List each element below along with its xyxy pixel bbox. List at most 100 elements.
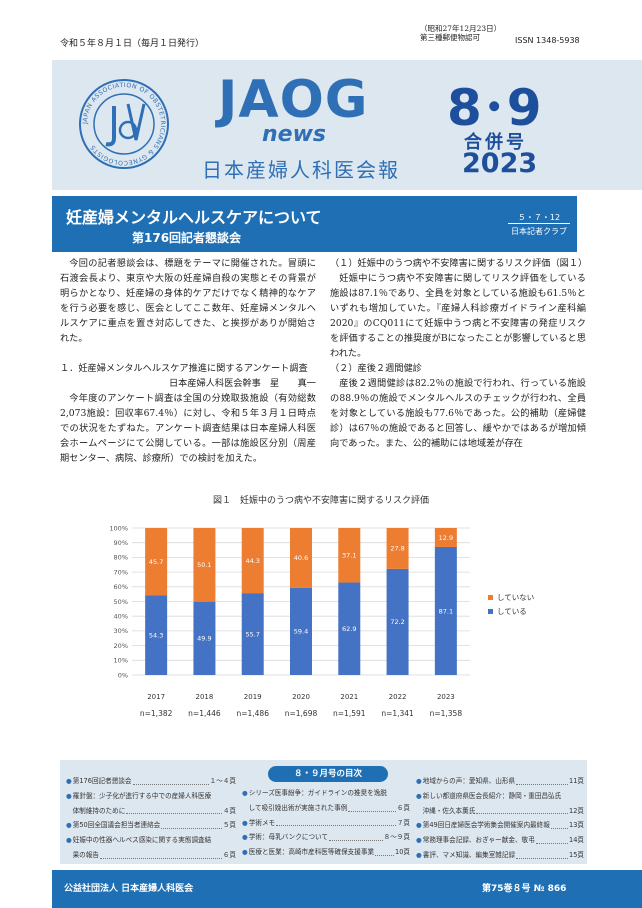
- data-label: 54.3: [149, 631, 163, 639]
- toc-item-page: 11頁: [569, 777, 584, 785]
- subsection-paragraph-1: 妊娠中にうつ病や不安障害に関してリスク評価をしている施設は87.1％であり、全員…: [330, 273, 586, 359]
- toc-item: ● 第50回全国議会担当者連絡会 ５頁: [66, 818, 236, 833]
- article-title: 妊産婦メンタルヘルスケアについて: [66, 208, 322, 227]
- data-label: 50.1: [197, 561, 211, 569]
- toc-item-title: して吸引娩出術が実施された事例: [242, 803, 348, 812]
- toc-item-title: 第49回日産婦医会学術集会開催案内最終報: [422, 821, 550, 830]
- bar-segment: [434, 546, 457, 675]
- subsection-heading-1: （１）妊娠中のうつ病や不安障害に関するリスク評価（図１）: [330, 258, 588, 269]
- x-tick-label: 2019: [244, 693, 262, 701]
- bar-segment: [145, 595, 168, 675]
- bar-segment: [338, 528, 361, 583]
- toc-leader-dots: [132, 774, 209, 785]
- figure-caption: 図１ 妊娠中のうつ病や不安障害に関するリスク評価: [212, 496, 429, 506]
- n-label: n=1,698: [285, 709, 318, 718]
- toc-item: ● 第176回記者懇談会 １～４頁: [66, 774, 236, 789]
- logo-jaog: JAOG: [218, 70, 369, 130]
- toc-leader-dots: [535, 833, 569, 844]
- y-tick-label: 20%: [114, 642, 128, 650]
- n-label: n=1,358: [430, 709, 463, 718]
- n-label: n=1,382: [140, 709, 173, 718]
- toc-item-page: ８～９頁: [383, 833, 410, 842]
- subsection-heading-2: （２）産後２週間健診: [330, 363, 422, 374]
- x-tick-label: 2017: [147, 693, 165, 701]
- toc-item-title: 医療と医業：高崎市産科医等確保支援事業: [248, 848, 375, 857]
- toc-item-title: 沖縄・佐久本薫氏: [416, 806, 476, 815]
- n-label: n=1,446: [188, 709, 221, 718]
- toc-leader-dots: [516, 848, 569, 859]
- toc-item: 沖縄・佐久本薫氏 12頁: [416, 804, 584, 819]
- toc-column-1: ● 第176回記者懇談会 １～４頁 ● 羅針盤：少子化が進行する中での産婦人科医療 体制…: [66, 774, 236, 863]
- bar-segment: [386, 528, 409, 569]
- toc-item-page: 12頁: [569, 806, 584, 815]
- toc-bullet-icon: ●: [66, 777, 72, 785]
- toc-bullet-icon: ●: [242, 818, 248, 827]
- data-label: 12.9: [439, 534, 453, 542]
- legend-swatch: [488, 609, 493, 614]
- y-tick-label: 10%: [114, 657, 128, 665]
- section-heading: １．妊産婦メンタルヘルスケア推進に関するアンケート調査: [60, 363, 308, 374]
- toc-item-page: ４頁: [222, 806, 236, 815]
- data-label: 87.1: [439, 607, 453, 615]
- toc-item: ● 学術メモ ７頁: [242, 816, 410, 831]
- issue-year: 2023: [462, 148, 538, 179]
- toc-item-title: 羅針盤：少子化が進行する中での産婦人科医療: [72, 791, 212, 800]
- article-title-band: 妊産婦メンタルヘルスケアについて 第176回記者懇談会 ５・７・12 日本記者ク…: [52, 196, 577, 252]
- toc-bullet-icon: ●: [416, 791, 422, 800]
- intro-paragraph: 今回の記者懇談会は、標題をテーマに開催された。冒頭に石渡会長より、東京や大阪の妊…: [60, 258, 316, 344]
- data-label: 37.1: [342, 552, 356, 560]
- toc-item-page: 13頁: [569, 821, 584, 830]
- toc-title: ８・９月号の目次: [268, 766, 388, 782]
- toc-item: ● 妊娠中の性器ヘルペス感染に関する実態調査結: [66, 833, 236, 848]
- toc-item: 果の報告 ６頁: [66, 848, 236, 863]
- toc-item-title: 学術：母乳バンクについて: [248, 833, 329, 842]
- toc-bullet-icon: ●: [242, 848, 248, 857]
- toc-item-page: １～４頁: [209, 777, 236, 785]
- meeting-date-tag: ５・７・12 日本記者クラブ: [508, 212, 570, 237]
- toc-leader-dots: [126, 804, 222, 815]
- toc-item-page: 10頁: [395, 848, 410, 857]
- bar-segment: [386, 568, 409, 675]
- toc-item-page: ５頁: [222, 821, 236, 830]
- legend-label: している: [497, 607, 527, 616]
- toc-bullet-icon: ●: [416, 821, 422, 830]
- data-label: 72.2: [390, 618, 404, 626]
- issn: ISSN 1348-5938: [515, 36, 580, 45]
- issue-number: 8･9: [447, 79, 542, 137]
- toc-item-title: 第176回記者懇談会: [72, 777, 132, 785]
- toc-bullet-icon: ●: [242, 789, 248, 797]
- toc-item-title: シリーズ医事紛争：ガイドラインの推奨を逸脱: [248, 789, 387, 797]
- toc-leader-dots: [348, 801, 396, 812]
- toc-item: ● 羅針盤：少子化が進行する中での産婦人科医療: [66, 789, 236, 804]
- bar-segment: [241, 593, 264, 675]
- toc-item: ● 地域からの声：愛知県、山形県 11頁: [416, 774, 584, 789]
- toc-item-title: 体制維持のために: [66, 806, 126, 815]
- n-label: n=1,341: [381, 709, 414, 718]
- n-label: n=1,486: [236, 709, 269, 718]
- bar-segment: [338, 582, 361, 675]
- data-label: 27.8: [390, 545, 404, 553]
- toc-leader-dots: [161, 818, 222, 830]
- toc-bullet-icon: ●: [242, 833, 248, 842]
- toc-bullet-icon: ●: [66, 836, 72, 845]
- data-label: 44.3: [245, 557, 259, 565]
- bar-segment: [241, 528, 264, 594]
- data-label: 45.7: [149, 558, 163, 566]
- toc-item: ● 常務理事会記録、おぎゃー献金、敬弔 14頁: [416, 833, 584, 848]
- article-subtitle: 第176回記者懇談会: [132, 231, 242, 245]
- bar-segment: [145, 528, 168, 596]
- footer-band: 公益社団法人 日本産婦人科医会 第75巻８号 № 866: [52, 870, 642, 908]
- publication-date: 令和５年８月１日（毎月１日発行）: [60, 39, 205, 49]
- section-paragraph: 今年度のアンケート調査は全国の分娩取扱施設（有効総数2,073施設：回収率67.…: [60, 393, 316, 464]
- toc-item-page: ６頁: [222, 850, 236, 859]
- x-tick-label: 2018: [196, 693, 214, 701]
- meeting-date: ５・７・12: [508, 212, 570, 224]
- toc-item: 体制維持のために ４頁: [66, 804, 236, 819]
- data-label: 49.9: [197, 635, 211, 643]
- risk-assessment-chart: 0% 10% 20% 30% 40% 50% 60% 70% 80% 90% 100% 54.3 45.…: [109, 524, 534, 718]
- toc-item-page: 15頁: [569, 850, 584, 859]
- toc-item: ● 学術：母乳バンクについて ８～９頁: [242, 830, 410, 845]
- toc-item-page: 14頁: [569, 836, 584, 845]
- permit-line-2: 第三種郵便物認可: [420, 33, 480, 42]
- subsection-paragraph-2: 産後２週間健診は82.2％の施設で行われ、行っている施設の88.9％の施設でメン…: [330, 378, 586, 449]
